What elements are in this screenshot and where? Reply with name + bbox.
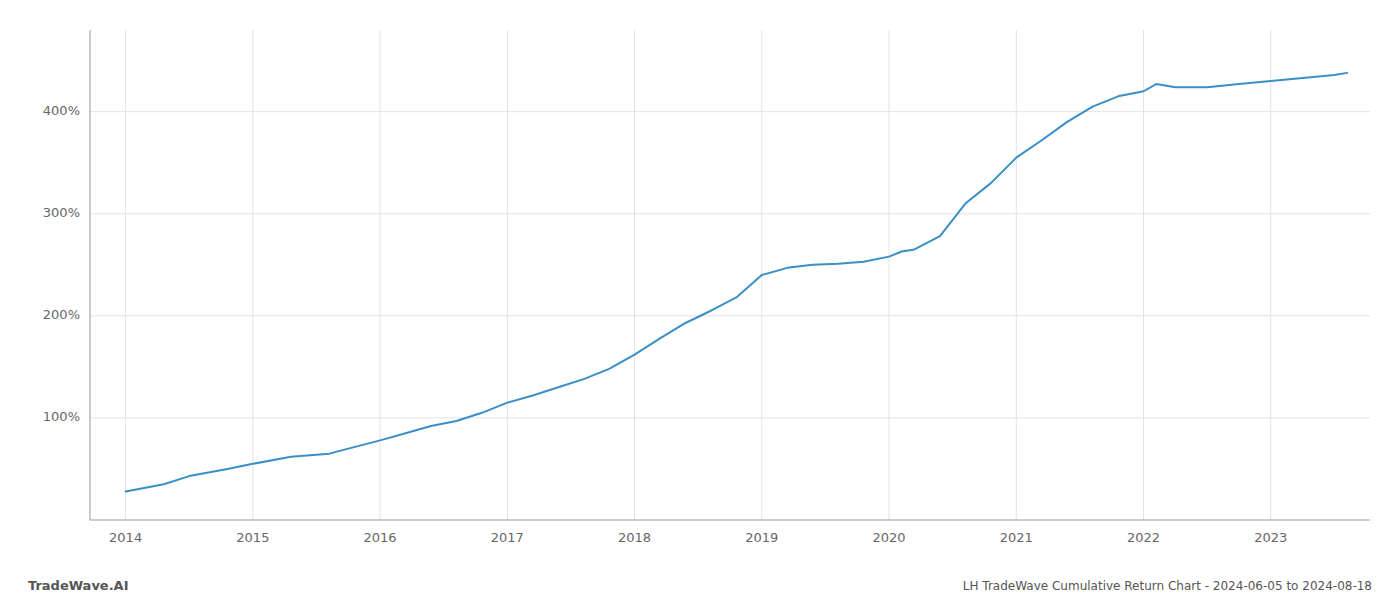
return-line — [126, 73, 1347, 492]
x-grid-line — [634, 30, 635, 520]
x-grid-line — [1016, 30, 1017, 520]
x-grid-line — [1143, 30, 1144, 520]
x-grid-line — [252, 30, 253, 520]
x-grid-line — [125, 30, 126, 520]
watermark: TradeWave.AI — [28, 578, 129, 593]
x-tick-label: 2014 — [109, 530, 142, 545]
y-tick-label: 400% — [43, 103, 80, 118]
x-tick-label: 2022 — [1127, 530, 1160, 545]
x-tick-label: 2016 — [364, 530, 397, 545]
x-grid-line — [1270, 30, 1271, 520]
y-axis-line — [90, 30, 91, 520]
x-tick-label: 2015 — [236, 530, 269, 545]
x-tick-label: 2018 — [618, 530, 651, 545]
x-grid-line — [507, 30, 508, 520]
y-tick-label: 100% — [43, 409, 80, 424]
y-tick-label: 300% — [43, 205, 80, 220]
y-grid-line — [90, 417, 1370, 418]
x-tick-label: 2023 — [1254, 530, 1287, 545]
x-grid-line — [889, 30, 890, 520]
axes: 100% 200% 300% 400% 2014 2015 2016 2017 2018 2019… — [43, 30, 1370, 545]
x-axis-line — [90, 520, 1370, 521]
x-tick-label: 2017 — [491, 530, 524, 545]
chart: 100% 200% 300% 400% 2014 2015 2016 2017 2018 2019… — [0, 0, 1400, 600]
x-grid-line — [380, 30, 381, 520]
y-grid-line — [90, 315, 1370, 316]
plot-area — [126, 73, 1347, 492]
y-tick-label: 200% — [43, 307, 80, 322]
y-grid-line — [90, 213, 1370, 214]
x-tick-label: 2020 — [872, 530, 905, 545]
x-tick-label: 2019 — [745, 530, 778, 545]
x-tick-label: 2021 — [1000, 530, 1033, 545]
y-grid-line — [90, 111, 1370, 112]
title: LH TradeWave Cumulative Return Chart - 2… — [963, 579, 1372, 593]
grid — [90, 30, 1370, 520]
